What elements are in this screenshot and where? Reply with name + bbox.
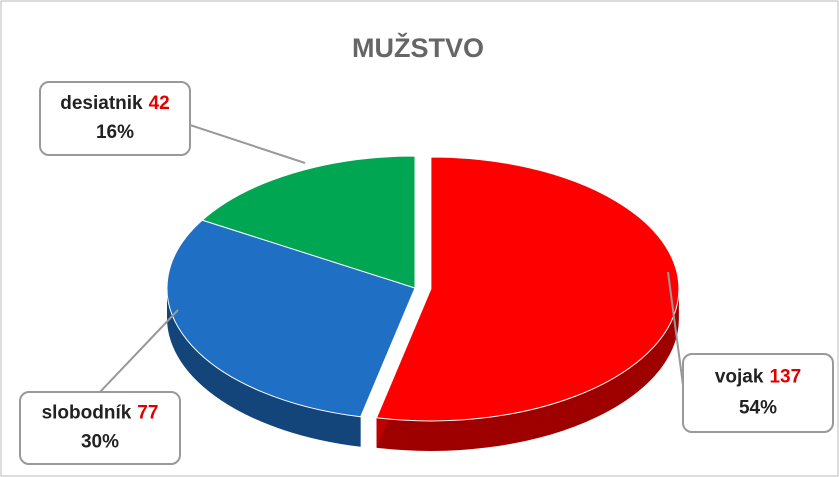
percent-label: 16% [96, 122, 134, 143]
callout-box [39, 81, 191, 156]
chart-title: MUŽSTVO [352, 32, 484, 63]
callout-box [682, 353, 834, 433]
value-label: 42 [149, 93, 170, 114]
category-label: slobodník [42, 403, 132, 424]
data-label: slobodník 77 [42, 403, 159, 424]
leader-line [189, 124, 306, 164]
data-label: vojak 137 [715, 366, 801, 387]
data-label: desiatnik 42 [60, 93, 170, 114]
value-label: 137 [769, 366, 801, 387]
slice-side [167, 288, 361, 447]
percent-label: 30% [81, 431, 119, 452]
value-label: 77 [137, 403, 158, 424]
slice [375, 156, 680, 422]
category-label: desiatnik [60, 93, 143, 114]
callout-box [19, 391, 181, 465]
slice-side [376, 288, 679, 451]
slice [201, 155, 416, 289]
category-label: vojak [715, 366, 764, 387]
leader-line [99, 309, 179, 393]
slice [166, 219, 416, 418]
leader-line [667, 271, 684, 386]
percent-label: 54% [739, 398, 777, 419]
